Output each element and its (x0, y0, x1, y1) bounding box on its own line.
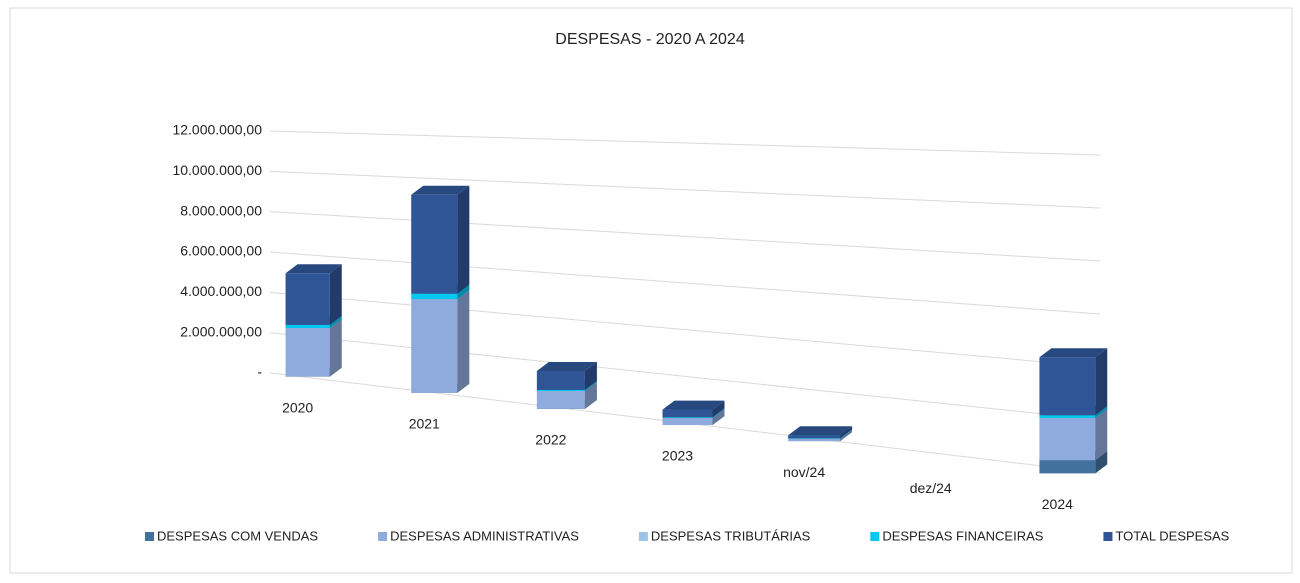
bar-side (457, 290, 469, 393)
bar-front (537, 390, 585, 391)
legend-swatch (639, 532, 648, 541)
legend-swatch (1103, 532, 1112, 541)
legend-label: DESPESAS TRIBUTÁRIAS (651, 528, 811, 543)
y-tick-label: 10.000.000,00 (172, 162, 262, 178)
bar-front (788, 439, 840, 441)
bar-side (1095, 348, 1107, 415)
bar-front (1039, 415, 1095, 418)
bar-side (457, 186, 469, 294)
bar-front (286, 328, 330, 377)
bar-front (1039, 357, 1095, 415)
bar-side (1095, 409, 1107, 460)
bar-front (286, 325, 330, 328)
bar-front (411, 299, 457, 393)
y-tick-label: - (257, 364, 262, 380)
x-tick-label: dez/24 (910, 480, 952, 496)
legend-label: DESPESAS COM VENDAS (157, 528, 318, 543)
bar-front (537, 391, 585, 409)
legend-label: TOTAL DESPESAS (1115, 528, 1229, 543)
y-tick-label: 2.000.000,00 (180, 323, 262, 339)
y-tick-label: 6.000.000,00 (180, 243, 262, 259)
y-tick-label: 12.000.000,00 (172, 122, 262, 138)
legend-swatch (145, 532, 154, 541)
chart-title: DESPESAS - 2020 A 2024 (555, 31, 745, 48)
x-tick-label: 2023 (662, 448, 693, 464)
y-tick-label: 4.000.000,00 (180, 283, 262, 299)
bar-segment (1039, 348, 1107, 415)
bar-segment (411, 186, 469, 294)
bar-front (663, 417, 713, 418)
legend-swatch (378, 532, 387, 541)
bar-segment (411, 290, 469, 393)
bar-side (330, 264, 342, 325)
bar-segment (537, 362, 597, 390)
bar-front (286, 273, 330, 325)
x-tick-label: 2022 (535, 432, 566, 448)
y-tick-label: 8.000.000,00 (180, 202, 262, 218)
x-tick-label: 2021 (409, 415, 440, 431)
bar-front (411, 294, 457, 299)
bar-front (663, 418, 713, 425)
legend-swatch (870, 532, 879, 541)
bar-front (1039, 460, 1095, 473)
bar-front (411, 195, 457, 294)
bar-front (663, 410, 713, 418)
x-tick-label: 2024 (1042, 496, 1073, 512)
bar-segment (663, 401, 725, 418)
x-tick-label: 2020 (282, 399, 313, 415)
bar-front (788, 435, 840, 438)
legend-label: DESPESAS ADMINISTRATIVAS (390, 528, 579, 543)
x-tick-label: nov/24 (783, 464, 825, 480)
bar-front (537, 371, 585, 390)
bar-segment (286, 264, 342, 325)
bar-front (1039, 418, 1095, 460)
legend-label: DESPESAS FINANCEIRAS (882, 528, 1043, 543)
bar-side (330, 319, 342, 377)
